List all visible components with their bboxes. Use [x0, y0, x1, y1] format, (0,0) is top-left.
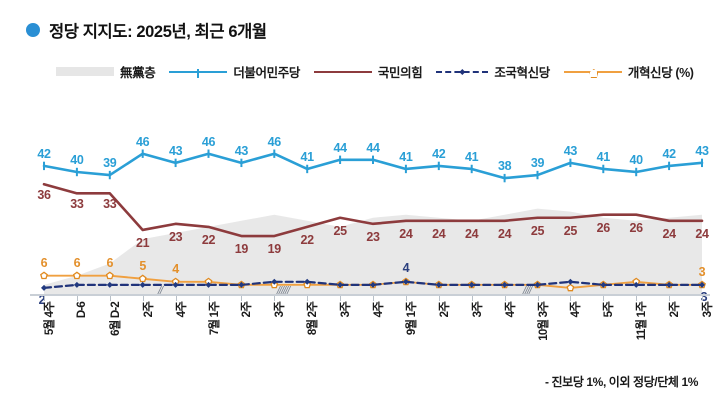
- axis-tick: [340, 296, 342, 301]
- legend-swatch-band-icon: [56, 67, 114, 76]
- marker-rebuilding: [468, 281, 475, 288]
- marker-rebuilding: [600, 281, 607, 288]
- axis-tick: [405, 296, 407, 301]
- marker-rebuilding: [205, 281, 212, 288]
- axis-tick: [603, 296, 605, 301]
- page-title: 정당 지지도: 2025년, 최근 6개월: [49, 23, 267, 41]
- x-axis-label: 11월 1주: [636, 302, 649, 341]
- marker-rebuilding: [106, 281, 113, 288]
- x-axis-label: 4주: [504, 302, 517, 318]
- axis-tick: [274, 296, 276, 301]
- plot-svg: [40, 149, 706, 294]
- x-axis: ////////////: [0, 285, 720, 301]
- x-axis-label: 3주: [471, 302, 484, 318]
- axis-tick: [175, 296, 177, 301]
- axis-break-mark: //////: [276, 285, 290, 297]
- legend-swatch-line-icon: [169, 68, 228, 78]
- marker-rebuilding: [699, 281, 705, 288]
- x-axis-label: 4주: [175, 302, 188, 318]
- marker-rebuilding: [271, 278, 278, 285]
- marker-rebuilding: [534, 281, 541, 288]
- x-axis-label: 10월 3주: [537, 302, 550, 341]
- marker-rebuilding: [501, 281, 508, 288]
- marker-rebuilding: [337, 281, 344, 288]
- axis-line: [30, 294, 710, 296]
- marker-rebuilding: [666, 281, 673, 288]
- series-line-국민의힘: [42, 182, 704, 238]
- axis-tick: [373, 296, 374, 301]
- marker-rebuilding: [633, 281, 640, 288]
- x-axis-label: 2주: [438, 302, 451, 318]
- x-axis-label: 2주: [241, 302, 254, 318]
- axis-tick: [438, 296, 440, 301]
- axis-tick: [570, 296, 572, 301]
- legend-item-reform: 개혁신당 (%): [563, 62, 694, 81]
- marker-rebuilding: [172, 281, 179, 288]
- legend-label: 개혁신당 (%): [627, 66, 694, 80]
- chart-legend: 無黨층 더불어민주당 국민의힘 조국혁신당 개혁신당 (%): [56, 62, 701, 81]
- axis-tick: [537, 296, 539, 301]
- axis-tick: [109, 296, 111, 301]
- marker-rebuilding: [41, 284, 47, 291]
- legend-label: 無黨층: [120, 66, 156, 80]
- marker-reform: [105, 271, 114, 280]
- x-axis-label: 3주: [702, 302, 714, 318]
- x-axis-label: 6월 D-2: [109, 302, 122, 336]
- chart-title: 정당 지지도: 2025년, 최근 6개월: [26, 18, 267, 42]
- marker-rebuilding: [567, 278, 574, 285]
- marker-rebuilding: [370, 281, 376, 288]
- legend-label: 국민의힘: [377, 66, 423, 80]
- x-axis-label: 2주: [142, 302, 155, 318]
- axis-tick: [307, 296, 309, 301]
- axis-break-mark: //: [157, 285, 163, 297]
- x-axis-label: 3주: [340, 302, 353, 318]
- legend-swatch-orange-icon: [563, 69, 622, 78]
- marker-rebuilding: [139, 281, 146, 288]
- marker-rebuilding: [304, 278, 311, 285]
- marker-reform: [138, 274, 147, 283]
- x-axis-labels: 5월 4주 D-6 6월 D-2 2주 4주 7월 1주 2주 3주 8월 2주 3주 4주 9월 1…: [0, 300, 720, 370]
- area-mudangcheung: [44, 208, 702, 294]
- axis-tick: [44, 296, 45, 301]
- axis-tick: [702, 296, 703, 301]
- x-axis-label: 4주: [570, 302, 583, 318]
- x-axis-label: D-6: [75, 302, 88, 319]
- legend-item-ppp: 국민의힘: [313, 62, 423, 81]
- x-axis-label: 7월 1주: [208, 302, 221, 336]
- axis-tick: [208, 296, 210, 301]
- axis-tick: [471, 296, 473, 301]
- axis-tick: [241, 296, 243, 301]
- x-axis-label: 9월 1주: [405, 302, 418, 336]
- x-axis-label: 2주: [669, 302, 682, 318]
- marker-rebuilding: [73, 281, 80, 288]
- x-axis-label: 5주: [603, 302, 616, 318]
- marker-rebuilding: [402, 278, 409, 285]
- legend-swatch-dashed-icon: [436, 69, 489, 75]
- marker-reform: [566, 283, 575, 292]
- x-axis-label: 5월 4주: [44, 302, 56, 336]
- axis-break-mark: ////: [522, 285, 532, 297]
- bullet-icon: [26, 23, 40, 37]
- legend-swatch-redline-icon: [313, 70, 372, 73]
- legend-label: 조국혁신당: [494, 66, 550, 80]
- axis-tick: [504, 296, 506, 301]
- marker-reform: [40, 271, 48, 280]
- plot-area: [0, 96, 720, 296]
- marker-rebuilding: [238, 281, 245, 288]
- x-axis-label: 8월 2주: [307, 302, 320, 336]
- legend-item-rebuilding: 조국혁신당: [436, 62, 550, 81]
- x-axis-label: 4주: [373, 302, 385, 318]
- axis-tick: [669, 296, 671, 301]
- axis-tick: [76, 296, 78, 301]
- marker-reform: [72, 271, 81, 280]
- legend-item-democratic: 더불어민주당: [169, 62, 300, 81]
- x-axis-label: 3주: [274, 302, 287, 318]
- legend-label: 더불어민주당: [233, 66, 300, 80]
- axis-tick: [636, 296, 638, 301]
- footnote: - 진보당 1%, 이외 정당/단체 1%: [545, 375, 698, 389]
- axis-tick: [142, 296, 144, 301]
- legend-item-mudangcheung: 無黨층: [56, 62, 156, 81]
- marker-rebuilding: [435, 281, 442, 288]
